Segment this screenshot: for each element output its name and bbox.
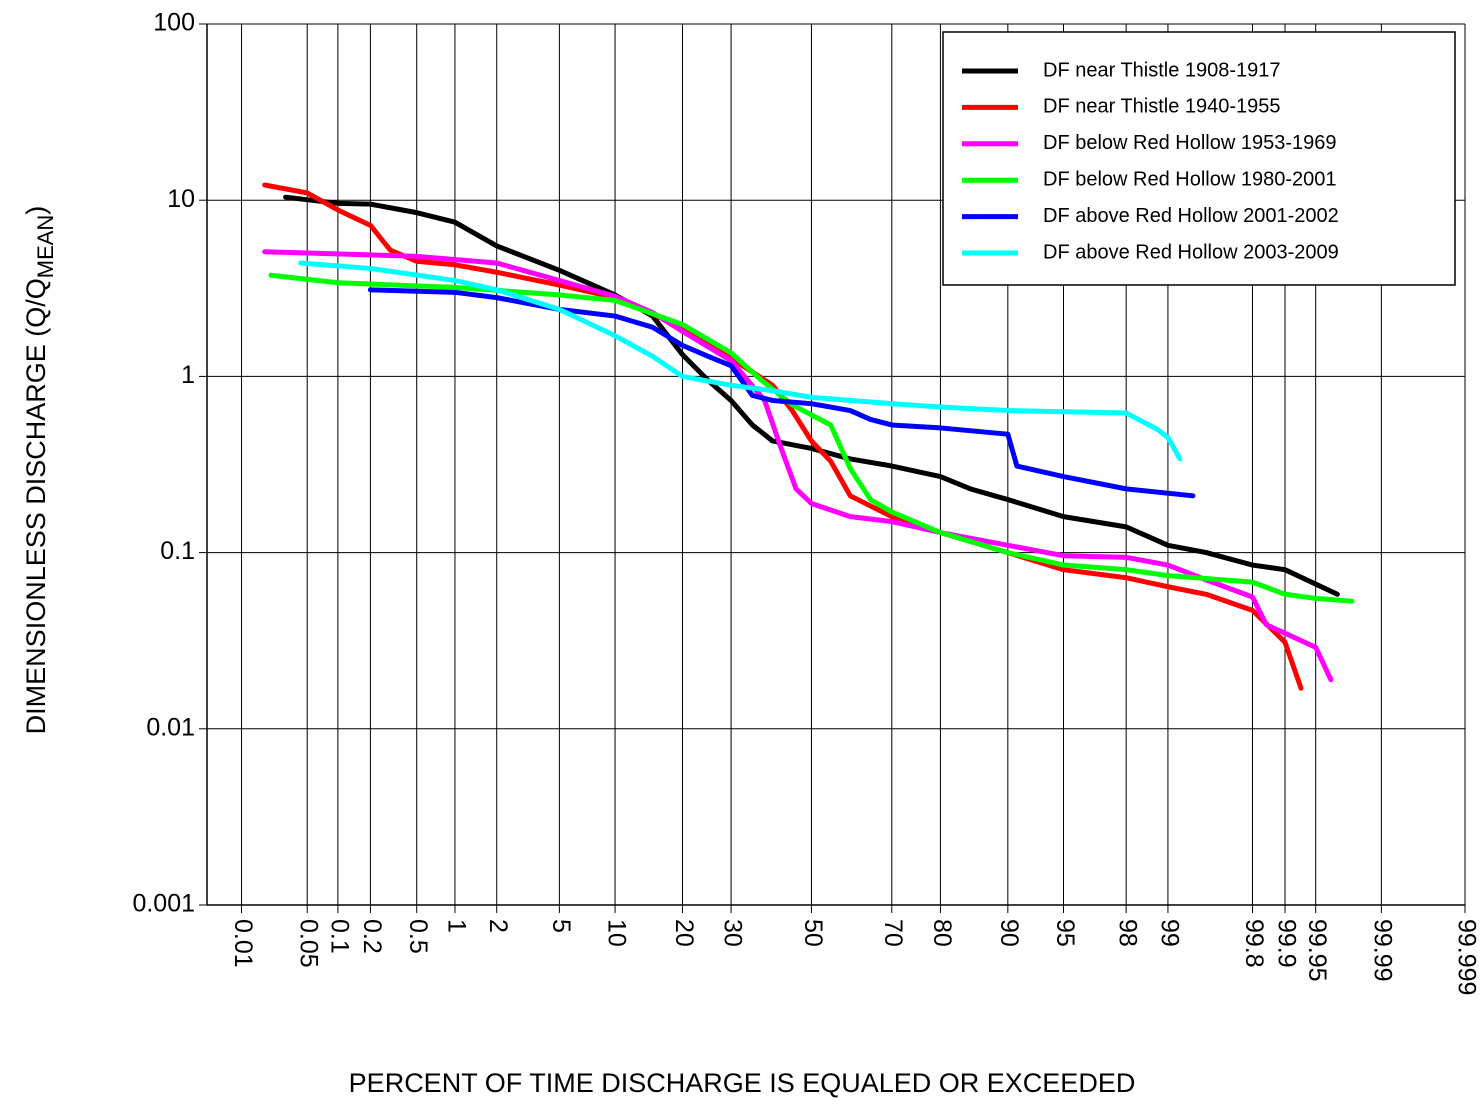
series-line — [298, 260, 1183, 462]
y-axis-label-main: DIMENSIONLESS DISCHARGE (Q/Q — [21, 278, 51, 734]
y-tick-label: 10 — [167, 185, 195, 213]
y-axis-label-subscript: MEAN — [33, 215, 58, 279]
x-tick-label: 2 — [484, 919, 512, 933]
x-tick-label: 0.05 — [295, 919, 323, 968]
x-tick-label: 0.2 — [358, 919, 386, 954]
x-axis-label: PERCENT OF TIME DISCHARGE IS EQUALED OR … — [349, 1068, 1136, 1098]
x-tick-label: 99.999 — [1452, 919, 1480, 995]
x-tick-label: 0.5 — [404, 919, 432, 954]
y-tick-label: 0.1 — [160, 537, 195, 565]
x-tick-label: 99 — [1155, 919, 1183, 947]
y-tick-label: 100 — [153, 9, 195, 37]
x-tick-label: 0.01 — [229, 919, 257, 968]
legend-label: DF above Red Hollow 2003-2009 — [1043, 241, 1339, 263]
x-tick-label: 1 — [442, 919, 470, 933]
y-axis-label: DIMENSIONLESS DISCHARGE (Q/QMEAN) — [21, 206, 58, 735]
x-tick-label: 99.8 — [1240, 919, 1268, 968]
y-tick-label: 0.01 — [146, 713, 195, 741]
x-tick-label: 99.9 — [1272, 919, 1300, 968]
x-tick-label: 10 — [602, 919, 630, 947]
x-tick-label: 99.95 — [1303, 919, 1331, 982]
legend-label: DF above Red Hollow 2001-2002 — [1043, 205, 1339, 227]
series-line — [262, 249, 1334, 683]
x-tick-label: 90 — [995, 919, 1023, 947]
series-line — [367, 287, 1196, 499]
x-tick-label: 98 — [1114, 919, 1142, 947]
x-tick-label: 99.99 — [1369, 919, 1397, 982]
x-tick-label: 70 — [879, 919, 907, 947]
legend: DF near Thistle 1908-1917 DF near Thistle… — [942, 31, 1456, 286]
legend-label: DF below Red Hollow 1980-2001 — [1043, 168, 1337, 190]
legend-label: DF near Thistle 1940-1955 — [1043, 96, 1281, 118]
y-tick-label: 0.001 — [132, 890, 195, 918]
series-line — [283, 194, 1340, 597]
legend-box — [942, 31, 1456, 286]
x-tick-label: 20 — [670, 919, 698, 947]
y-tick-label: 1 — [181, 361, 195, 389]
x-tick-label: 0.1 — [325, 919, 353, 954]
series-line — [268, 272, 1355, 604]
y-axis-label-end: ) — [21, 206, 51, 215]
x-tick-label: 50 — [799, 919, 827, 947]
x-tick-label: 95 — [1051, 919, 1079, 947]
x-tick-label: 5 — [547, 919, 575, 933]
x-tick-label: 30 — [718, 919, 746, 947]
legend-label: DF near Thistle 1908-1917 — [1043, 59, 1281, 81]
legend-label: DF below Red Hollow 1953-1969 — [1043, 132, 1337, 154]
x-tick-label: 80 — [928, 919, 956, 947]
